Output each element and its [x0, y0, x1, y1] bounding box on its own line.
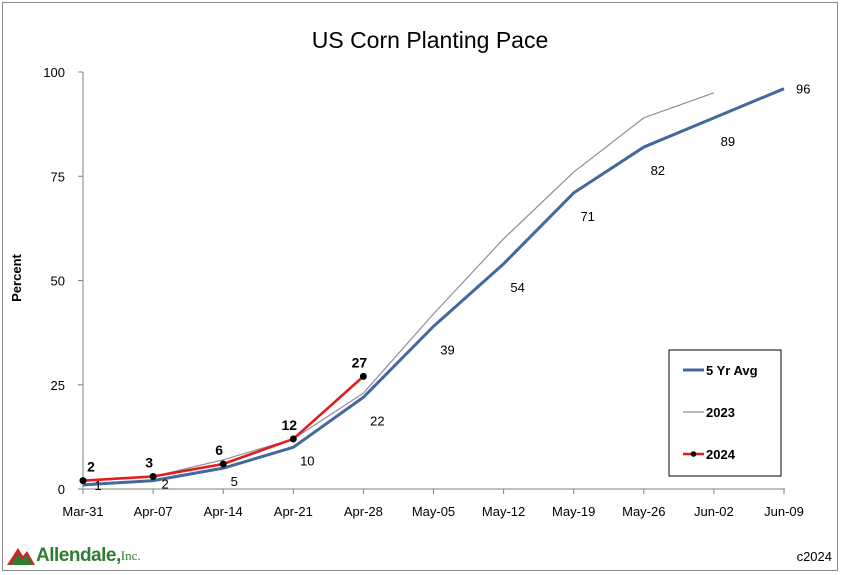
legend-label-2023: 2023	[706, 405, 735, 420]
x-tick-label: Apr-28	[344, 504, 383, 519]
data-label-5yr-avg: 54	[510, 280, 524, 295]
y-tick-label: 25	[51, 378, 65, 393]
y-tick-label: 50	[51, 274, 65, 289]
data-label-2024: 12	[282, 417, 298, 433]
data-label-2024: 6	[215, 442, 223, 458]
data-label-5yr-avg: 1	[94, 478, 101, 493]
logo-text: Allendale,	[36, 545, 121, 566]
x-tick-label: May-19	[552, 504, 595, 519]
allendale-logo-icon	[7, 548, 35, 565]
x-tick-label: Apr-07	[134, 504, 173, 519]
point-2024	[289, 435, 297, 443]
legend-marker-2024	[690, 451, 697, 457]
x-tick-label: Apr-14	[204, 504, 243, 519]
data-label-5yr-avg: 89	[721, 134, 735, 149]
series-layer	[79, 87, 785, 487]
x-tick-label: Apr-21	[274, 504, 313, 519]
y-axis-label: Percent	[9, 253, 24, 301]
allendale-logo: Allendale, Inc.	[6, 544, 141, 568]
point-2024	[149, 472, 157, 480]
point-2024	[359, 372, 367, 380]
data-label-2024: 3	[145, 454, 153, 470]
data-label-5yr-avg: 82	[651, 163, 665, 178]
data-label-5yr-avg: 5	[231, 474, 238, 489]
data-label-2024: 27	[352, 354, 368, 370]
y-tick-label: 100	[43, 65, 65, 80]
x-tick-label: Jun-09	[764, 504, 804, 519]
data-label-2024: 2	[87, 459, 95, 475]
legend-label-5-yr-avg: 5 Yr Avg	[706, 363, 758, 378]
x-tick-label: May-26	[622, 504, 665, 519]
data-label-5yr-avg: 2	[161, 477, 168, 492]
logo-subtext: Inc.	[120, 548, 141, 563]
series-line-5-yr-avg	[82, 87, 785, 487]
legend-label-2024: 2024	[706, 447, 736, 462]
legend: 5 Yr Avg 2023 2024	[668, 349, 782, 477]
x-tick-label: Jun-02	[694, 504, 734, 519]
data-label-5yr-avg: 22	[370, 413, 384, 428]
copyright-text: c2024	[796, 549, 832, 564]
data-label-5yr-avg: 96	[796, 82, 810, 97]
x-tick-label: May-12	[482, 504, 525, 519]
chart-title: US Corn Planting Pace	[312, 27, 549, 53]
x-tick-label: Mar-31	[62, 504, 103, 519]
y-tick-label: 0	[58, 482, 65, 497]
y-tick-label: 75	[51, 169, 65, 184]
data-label-5yr-avg: 10	[300, 453, 314, 468]
point-2024	[219, 460, 227, 468]
data-label-5yr-avg: 39	[440, 342, 454, 357]
point-2024	[79, 477, 87, 485]
data-label-5yr-avg: 71	[580, 209, 594, 224]
x-tick-label: May-05	[412, 504, 455, 519]
series-line-2023	[82, 92, 715, 482]
